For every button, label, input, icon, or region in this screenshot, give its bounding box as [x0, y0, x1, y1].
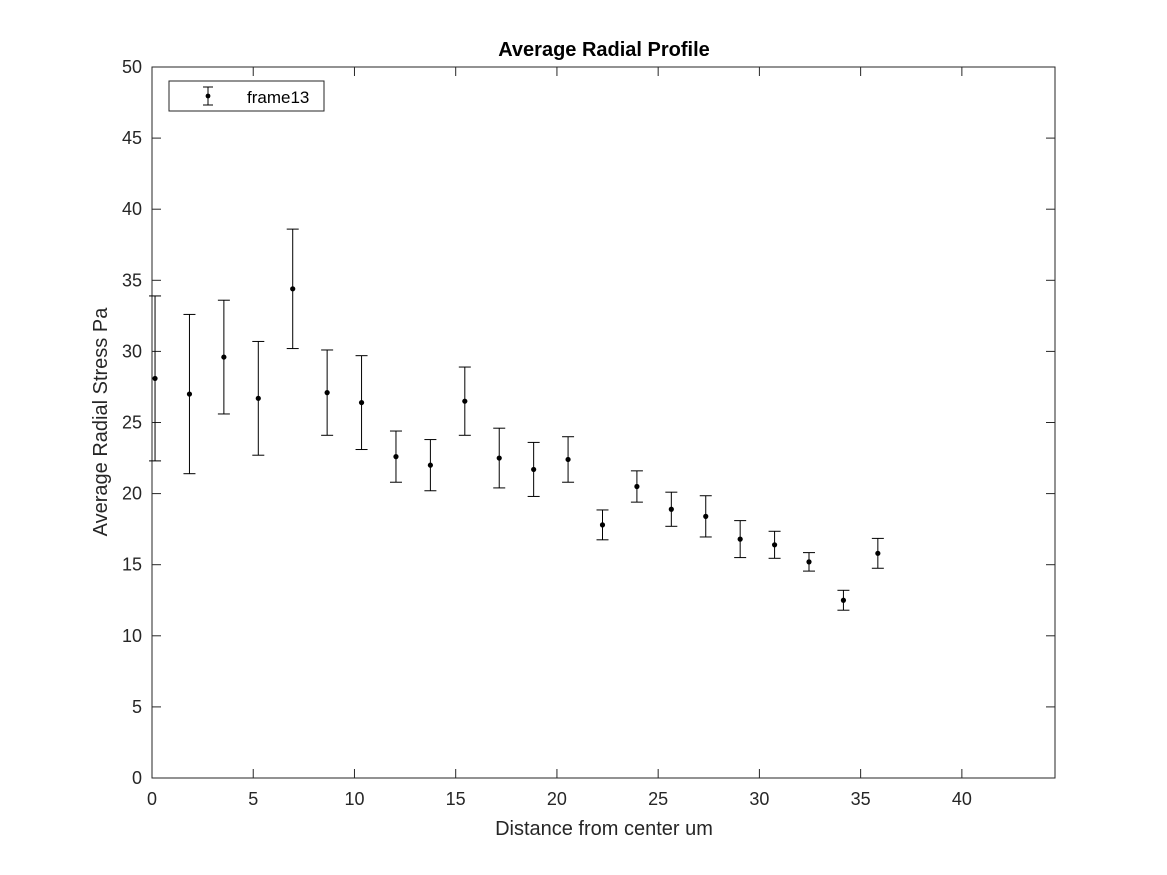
y-tick-label: 25: [122, 413, 142, 433]
legend: frame13: [168, 80, 325, 112]
data-point: [324, 390, 330, 396]
legend-marker-icon: [203, 86, 213, 106]
x-tick-label: 25: [648, 789, 668, 809]
y-tick-label: 50: [122, 57, 142, 77]
y-axis-label: Average Radial Stress Pa: [90, 307, 112, 537]
data-point: [358, 399, 365, 406]
data-point: [634, 483, 640, 490]
x-tick-label: 15: [446, 789, 466, 809]
x-tick-label: 5: [248, 789, 258, 809]
data-point: [290, 286, 296, 292]
error-bar-point: [803, 552, 816, 572]
legend-point: [205, 93, 211, 99]
data-point: [255, 395, 261, 401]
data-point: [703, 513, 709, 519]
y-tick-label: 10: [122, 626, 142, 646]
error-bar-point: [424, 439, 437, 492]
data-point: [599, 522, 606, 528]
y-axis-ticks: 0 5 10 15 20 25 30 35 40 45 50: [122, 57, 1055, 788]
y-tick-label: 35: [122, 270, 142, 290]
error-bar-point: [562, 436, 575, 483]
y-tick-label: 0: [132, 768, 142, 788]
error-bar-point: [355, 355, 368, 451]
data-point: [221, 354, 227, 360]
error-bar-point: [458, 366, 471, 436]
y-tick-label: 45: [122, 128, 142, 148]
y-tick-label: 5: [132, 697, 142, 717]
chart-title: Average Radial Profile: [498, 39, 710, 61]
data-point: [771, 542, 778, 548]
data-point: [152, 375, 158, 382]
legend-entry-label: frame13: [247, 88, 309, 107]
error-bar-point: [630, 470, 643, 503]
data-point: [565, 456, 571, 463]
data-series: [149, 228, 884, 611]
error-bar-point: [527, 441, 540, 497]
error-bar-point: [389, 430, 402, 483]
error-bar-point: [252, 340, 265, 456]
data-point: [531, 466, 537, 473]
data-point: [496, 455, 502, 461]
error-bar-point: [871, 537, 884, 569]
error-bar-point: [217, 299, 230, 415]
x-axis-ticks: 0 5 10 15 20 25 30 35 40: [147, 67, 972, 809]
x-tick-label: 20: [547, 789, 567, 809]
y-tick-label: 30: [122, 341, 142, 361]
x-tick-label: 40: [952, 789, 972, 809]
data-point: [393, 454, 399, 460]
data-point: [737, 536, 743, 542]
error-bar-point: [596, 509, 609, 541]
error-bar-point: [493, 427, 506, 489]
x-tick-label: 10: [344, 789, 364, 809]
data-point: [427, 462, 433, 468]
y-tick-label: 20: [122, 484, 142, 504]
x-tick-label: 0: [147, 789, 157, 809]
data-point: [806, 559, 812, 565]
x-tick-label: 35: [851, 789, 871, 809]
error-bar-point: [149, 295, 162, 462]
error-bar-point: [183, 313, 196, 475]
y-tick-label: 40: [122, 199, 142, 219]
error-bar-point: [837, 589, 850, 611]
data-point: [462, 398, 468, 404]
data-point: [875, 550, 881, 556]
y-tick-label: 15: [122, 555, 142, 575]
data-point: [668, 506, 674, 512]
data-point: [186, 391, 193, 397]
x-tick-label: 30: [749, 789, 769, 809]
x-axis-label: Distance from center um: [495, 818, 713, 840]
error-bar-point: [768, 530, 781, 559]
data-point: [840, 597, 847, 603]
error-bar-point: [665, 491, 678, 527]
error-bar-point: [286, 228, 299, 350]
error-bar-point: [321, 349, 334, 436]
error-bar-point: [734, 520, 747, 559]
error-bar-point: [699, 495, 712, 538]
legend-box: [168, 80, 325, 112]
